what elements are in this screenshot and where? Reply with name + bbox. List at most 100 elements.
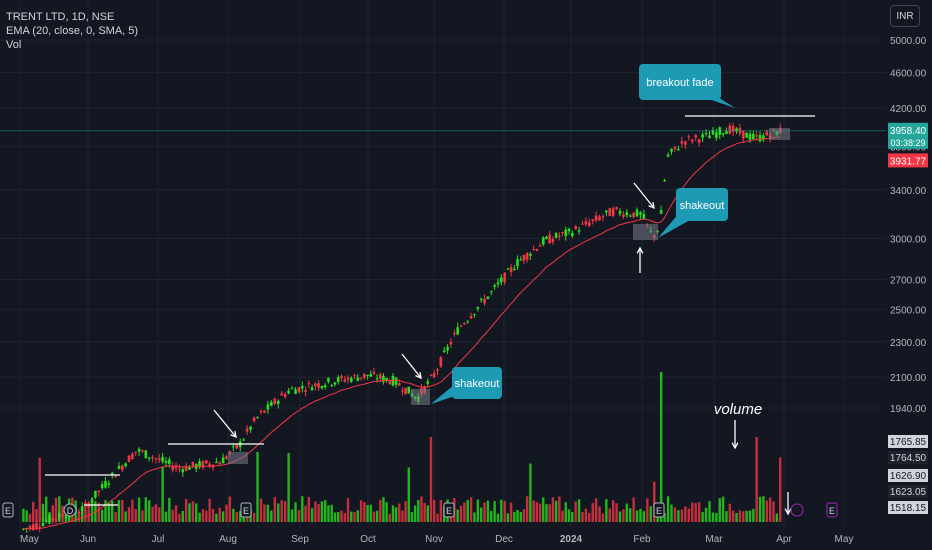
candle-body bbox=[320, 385, 324, 389]
candle-body bbox=[137, 448, 141, 452]
candle-body bbox=[541, 237, 545, 245]
volume-bar bbox=[290, 509, 294, 522]
candle-body bbox=[429, 374, 433, 376]
candle-body bbox=[446, 346, 449, 351]
volume-annotation: volume bbox=[714, 401, 762, 418]
earnings-marker-icon: E bbox=[826, 502, 838, 518]
volume-bar bbox=[283, 501, 287, 522]
candle-body bbox=[625, 212, 629, 216]
candle-body bbox=[677, 149, 680, 151]
candle-body bbox=[147, 457, 151, 459]
volume-bar bbox=[188, 503, 191, 522]
volume-bar bbox=[211, 508, 215, 522]
arrow-head bbox=[415, 371, 422, 380]
volume-bar bbox=[666, 496, 670, 522]
volume-bar bbox=[591, 503, 594, 522]
arrow-icon bbox=[633, 182, 655, 209]
volume-bar bbox=[164, 511, 168, 522]
candle-body bbox=[346, 377, 350, 380]
volume-bar bbox=[359, 500, 363, 522]
candle-body bbox=[554, 233, 558, 238]
callout-box bbox=[452, 367, 502, 399]
candle-body bbox=[666, 154, 670, 157]
volume-label-box bbox=[888, 485, 928, 498]
svg-text:E: E bbox=[5, 506, 11, 516]
volume-bar bbox=[486, 500, 490, 522]
candle-body bbox=[304, 390, 307, 392]
volume-bar bbox=[728, 503, 732, 522]
volume-bar bbox=[598, 506, 601, 522]
volume-bar bbox=[346, 498, 350, 522]
time-tick-label: Oct bbox=[360, 534, 376, 545]
volume-bar bbox=[144, 497, 148, 522]
candle-body bbox=[426, 381, 430, 384]
volume-bar bbox=[469, 497, 473, 522]
candle-body bbox=[401, 390, 404, 392]
candle-body bbox=[639, 212, 642, 215]
candle-body bbox=[561, 232, 564, 234]
candle-body bbox=[77, 512, 81, 514]
candle-body bbox=[35, 522, 38, 528]
price-tick-label: 1940.00 bbox=[890, 404, 927, 415]
volume-bar bbox=[509, 502, 513, 522]
candle-body bbox=[731, 125, 735, 132]
time-tick-label: Sep bbox=[291, 534, 309, 545]
candle-body bbox=[456, 327, 459, 335]
volume-bar bbox=[608, 508, 611, 522]
volume-bar bbox=[114, 512, 117, 522]
candle-body bbox=[314, 383, 317, 387]
candle-body bbox=[366, 374, 369, 376]
candle-body bbox=[404, 387, 407, 394]
candle-body bbox=[161, 456, 164, 462]
candle-body bbox=[519, 259, 523, 261]
currency-button[interactable]: INR bbox=[890, 5, 920, 27]
candle-body bbox=[336, 377, 340, 383]
candle-body bbox=[208, 463, 211, 466]
candle-body bbox=[201, 461, 205, 468]
volume-bar bbox=[124, 511, 127, 522]
candle-body bbox=[473, 314, 476, 316]
ema-indicator-label[interactable]: EMA (20, close, 0, SMA, 5) bbox=[6, 25, 139, 37]
candle-body bbox=[486, 296, 490, 299]
volume-indicator-label[interactable]: Vol bbox=[6, 39, 22, 51]
volume-bar bbox=[301, 496, 304, 522]
volume-bar bbox=[404, 501, 407, 522]
candle-body bbox=[442, 350, 446, 352]
volume-bar bbox=[775, 513, 779, 522]
candle-body bbox=[735, 128, 738, 132]
volume-bar bbox=[708, 501, 711, 522]
time-tick-label: Dec bbox=[495, 534, 513, 545]
volume-bar bbox=[704, 507, 708, 522]
candle-body bbox=[391, 375, 395, 386]
volume-bar bbox=[158, 507, 161, 522]
candle-body bbox=[591, 219, 595, 221]
volume-bar bbox=[366, 505, 369, 522]
candle-body bbox=[721, 133, 725, 135]
volume-bar bbox=[463, 502, 466, 522]
candle-body bbox=[252, 417, 256, 422]
time-tick-label: May bbox=[835, 534, 854, 545]
volume-bar bbox=[473, 512, 476, 522]
candle-body bbox=[584, 221, 588, 225]
candle-body bbox=[327, 377, 330, 382]
volume-bar bbox=[503, 500, 506, 522]
earnings-marker-icon: E bbox=[2, 502, 14, 518]
volume-bar bbox=[314, 501, 317, 522]
volume-bar bbox=[659, 372, 663, 522]
candle-body bbox=[280, 393, 284, 396]
price-axis: 5000.004600.004200.003800.003400.003000.… bbox=[890, 36, 927, 415]
candle-body bbox=[608, 208, 612, 217]
volume-bar bbox=[532, 500, 535, 522]
candle-body bbox=[372, 372, 376, 374]
candle-body bbox=[509, 267, 513, 272]
volume-bar bbox=[493, 501, 496, 522]
candle-body bbox=[333, 382, 337, 385]
volume-bar bbox=[439, 500, 443, 522]
volume-bar bbox=[31, 501, 35, 522]
arrow-head bbox=[731, 442, 739, 450]
volume-bar bbox=[127, 507, 131, 522]
grid bbox=[0, 0, 886, 528]
volume-bar bbox=[287, 452, 290, 522]
candle-body bbox=[225, 456, 228, 459]
